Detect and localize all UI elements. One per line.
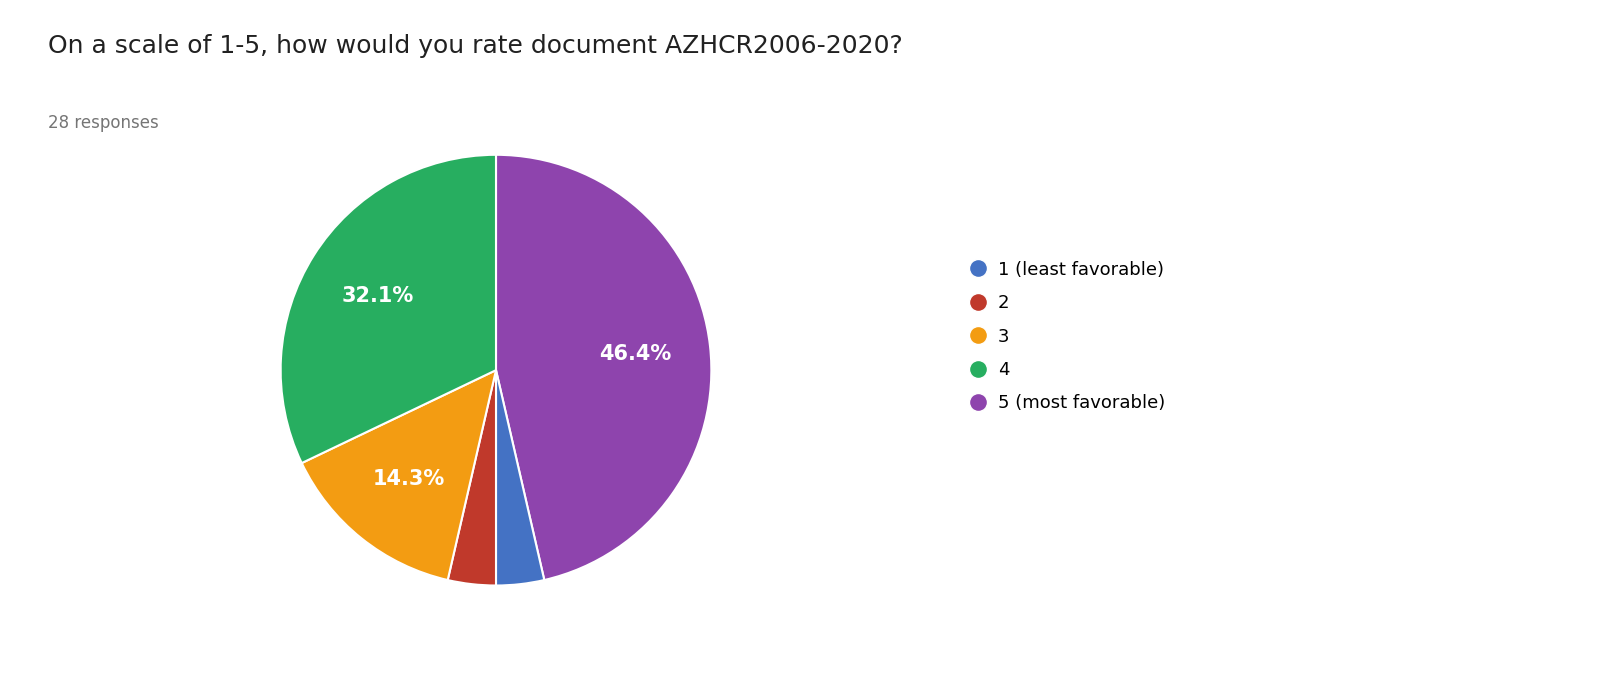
Text: On a scale of 1-5, how would you rate document AZHCR2006-2020?: On a scale of 1-5, how would you rate do… bbox=[48, 34, 902, 58]
Text: 46.4%: 46.4% bbox=[598, 345, 672, 364]
Wedge shape bbox=[280, 155, 496, 463]
Text: 28 responses: 28 responses bbox=[48, 114, 158, 133]
Wedge shape bbox=[448, 370, 496, 586]
Text: 32.1%: 32.1% bbox=[341, 285, 414, 306]
Wedge shape bbox=[496, 155, 712, 580]
Wedge shape bbox=[302, 370, 496, 580]
Wedge shape bbox=[496, 370, 544, 586]
Legend: 1 (least favorable), 2, 3, 4, 5 (most favorable): 1 (least favorable), 2, 3, 4, 5 (most fa… bbox=[970, 261, 1165, 412]
Text: 14.3%: 14.3% bbox=[373, 469, 445, 489]
